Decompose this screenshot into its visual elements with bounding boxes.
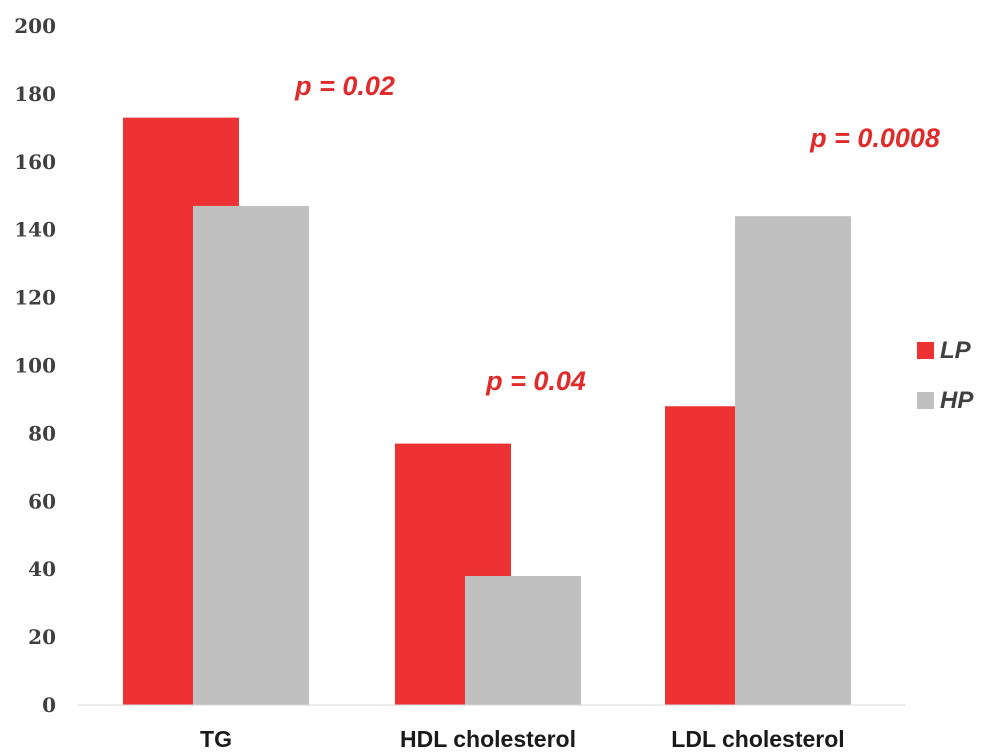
p-value-annotation: p = 0.02: [294, 71, 395, 101]
y-tick-label: 60: [28, 489, 56, 513]
y-tick-label: 40: [28, 557, 56, 581]
category-label: HDL cholesterol: [400, 726, 576, 752]
y-tick-label: 180: [14, 82, 56, 106]
y-tick-label: 200: [14, 14, 56, 38]
p-value-annotations: p = 0.02 p = 0.04 p = 0.0008: [294, 71, 940, 396]
p-value-annotation: p = 0.0008: [809, 123, 940, 153]
legend: LP HP: [917, 337, 974, 414]
bars: [123, 117, 851, 706]
y-tick-label: 0: [42, 693, 56, 717]
y-tick-label: 120: [14, 286, 56, 310]
legend-label-lp: LP: [940, 337, 972, 364]
legend-label-hp: HP: [940, 387, 974, 414]
bar-hp-3: [735, 216, 851, 705]
category-label: TG: [200, 726, 232, 752]
p-value-annotation: p = 0.04: [485, 366, 586, 396]
y-tick-label: 100: [14, 354, 56, 378]
y-tick-label: 20: [28, 625, 56, 649]
bar-hp-2: [465, 575, 581, 705]
y-tick-label: 140: [14, 218, 56, 242]
y-tick-label: 80: [28, 421, 56, 445]
bar-hp-1: [193, 205, 309, 705]
y-axis-ticks: 0 20 40 60 80 100 120 140 160 180 200: [14, 14, 56, 717]
category-label: LDL cholesterol: [671, 726, 844, 752]
legend-swatch-hp: [917, 392, 934, 409]
y-tick-label: 160: [14, 150, 56, 174]
category-labels: TG HDL cholesterol LDL cholesterol: [200, 726, 845, 752]
legend-swatch-lp: [917, 342, 934, 359]
